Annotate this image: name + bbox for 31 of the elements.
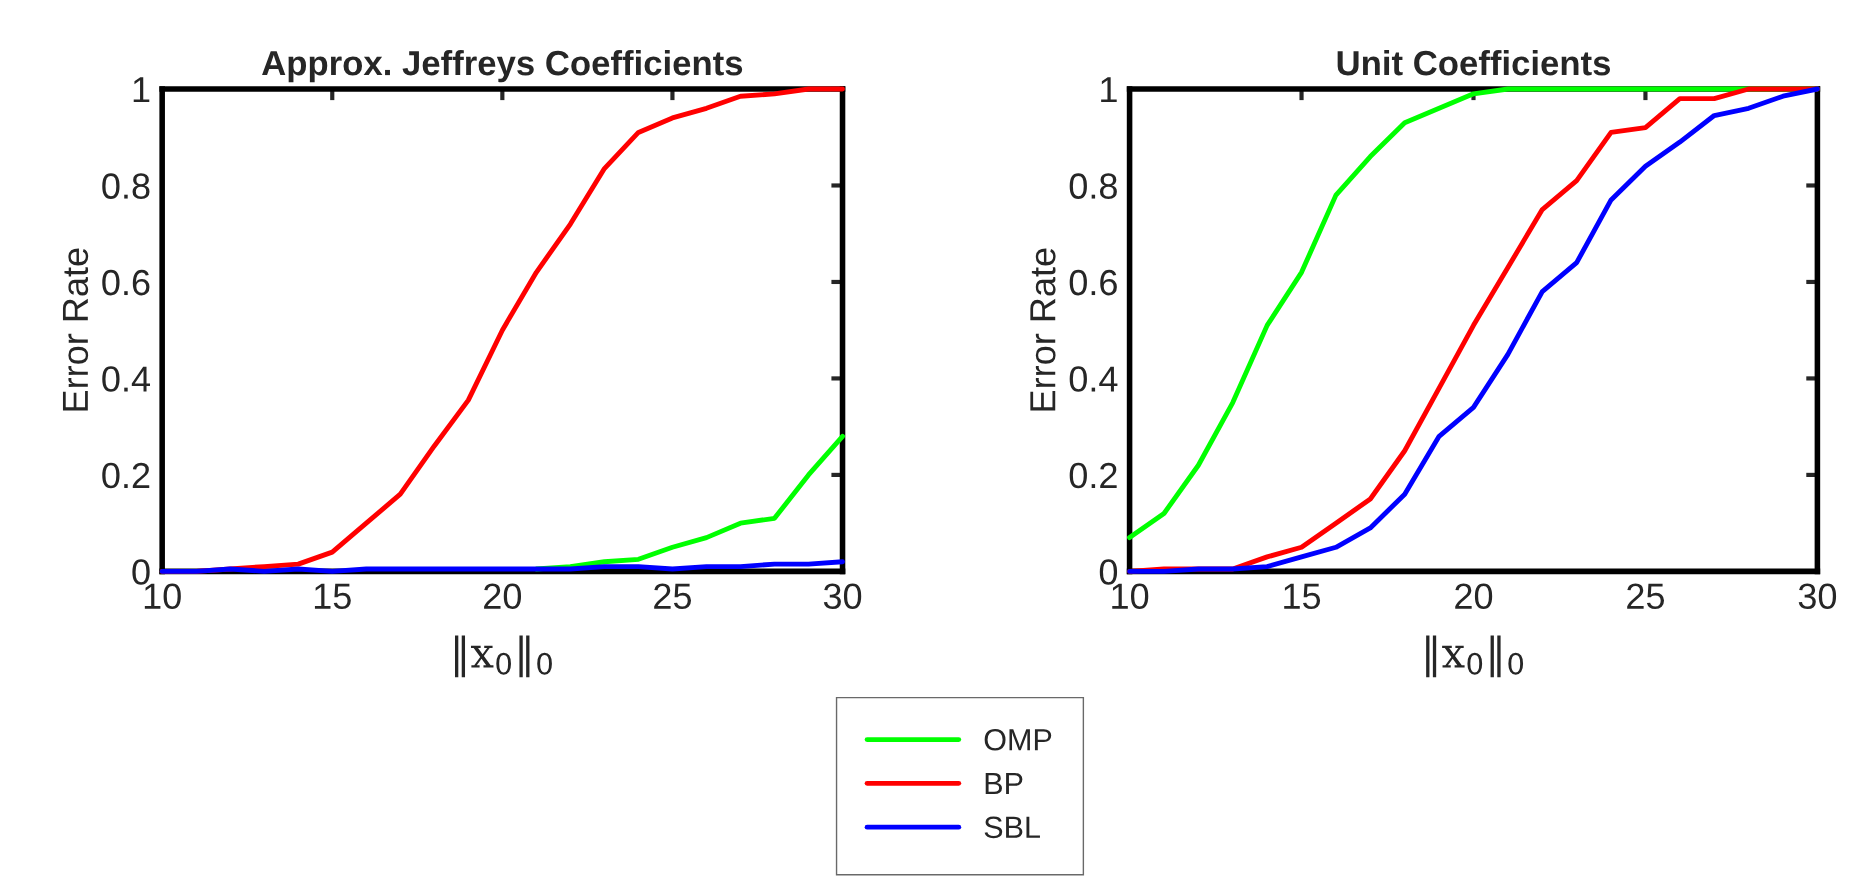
x-axis-title: ‖x$_{0}$‖$_{0}$ <box>1426 635 1524 678</box>
y-tick-label: 0.6 <box>1069 269 1117 296</box>
x-tick-label: 25 <box>1627 583 1665 610</box>
legend-label: BP <box>985 773 1023 795</box>
y-tick-label: 0.8 <box>102 173 150 199</box>
x-tick-label: 20 <box>1455 583 1493 610</box>
x-tick-label: 25 <box>654 583 692 610</box>
y-tick-label: 0.4 <box>1069 366 1118 392</box>
x-tick-label: 15 <box>314 583 351 610</box>
legend-label: OMP <box>984 728 1052 751</box>
x-tick-label: 30 <box>823 583 862 610</box>
y-tick-label: 0.6 <box>102 269 150 296</box>
y-tick-label: 1 <box>1101 77 1117 103</box>
y-tick-label: 0 <box>1099 559 1118 585</box>
x-axis-title: ‖x$_{0}$‖$_{0}$ <box>455 635 552 678</box>
y-axis-title: Error Rate <box>1030 248 1056 411</box>
y-tick-label: 0.2 <box>102 462 150 489</box>
legend-label: SBL <box>984 816 1040 839</box>
x-tick-label: 20 <box>484 583 522 610</box>
x-tick-label: 10 <box>144 583 181 610</box>
x-tick-label: 10 <box>1112 583 1149 610</box>
y-axis-title: Error Rate <box>62 248 89 411</box>
chart-title: Approx. Jeffreys Coefficients <box>262 49 743 83</box>
y-tick-label: 0 <box>132 559 150 585</box>
y-tick-label: 0.4 <box>102 366 150 392</box>
x-tick-label: 15 <box>1284 583 1321 610</box>
x-tick-label: 30 <box>1798 583 1837 610</box>
chart-title: Unit Coefficients <box>1337 49 1611 76</box>
y-tick-label: 0.2 <box>1069 462 1117 489</box>
y-tick-label: 0.8 <box>1069 173 1117 199</box>
y-tick-label: 1 <box>133 77 150 103</box>
